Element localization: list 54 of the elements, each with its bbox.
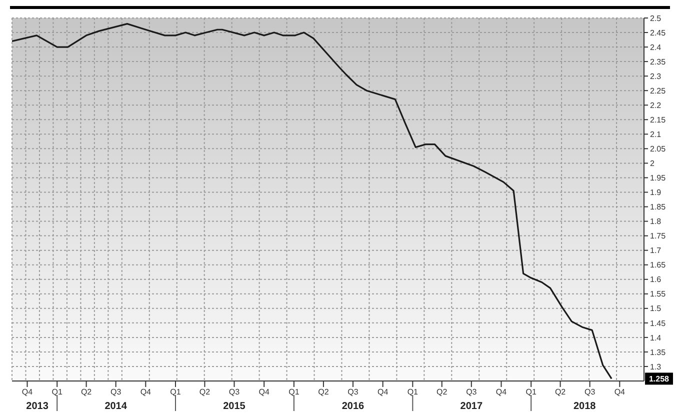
y-tick-label: 1.75 <box>650 232 666 241</box>
y-tick-label: 1.8 <box>650 217 662 226</box>
x-tick-label: Q2 <box>199 388 211 397</box>
y-tick-label: 2.4 <box>650 42 662 52</box>
x2-tick-label: 2016 <box>342 401 365 412</box>
x-tick-label: Q4 <box>258 388 270 397</box>
y-tick-label: 2.2 <box>650 100 662 110</box>
y-tick-label: 1.85 <box>650 202 666 212</box>
y-tick-label: 2.1 <box>650 130 662 139</box>
y-tick-label: 1.4 <box>650 333 662 342</box>
x-tick-label: Q3 <box>228 388 240 397</box>
y-tick-label: 1.7 <box>650 246 662 256</box>
y-tick-label: 2.15 <box>650 115 666 124</box>
x-tick-label: Q3 <box>466 388 478 397</box>
y-tick-label: 1.5 <box>650 304 662 314</box>
y-tick-label: 2.3 <box>650 72 662 81</box>
x-tick-label: Q4 <box>22 388 34 397</box>
text: 1.258 <box>648 374 670 384</box>
x-tick-label: Q1 <box>526 388 537 397</box>
x2-tick-label: 2015 <box>223 401 246 412</box>
y-tick-label: 1.35 <box>650 348 666 357</box>
x-tick-label: Q1 <box>52 388 63 397</box>
x-tick-label: Q3 <box>110 388 122 397</box>
x-tick-label: Q1 <box>288 388 300 397</box>
x2-tick-label: 2018 <box>574 401 596 412</box>
x-tick-label: Q1 <box>407 388 419 397</box>
y-tick-label: 1.3 <box>650 362 662 372</box>
x-tick-label: Q3 <box>348 388 359 397</box>
x2-tick-label: 2013 <box>26 401 49 412</box>
x-tick-label: Q2 <box>436 388 448 397</box>
y-tick-label: 2.5 <box>650 14 662 23</box>
y-tick-label: 1.55 <box>650 290 666 299</box>
x-tick-label: Q2 <box>80 388 92 397</box>
y-tick-label: 1.95 <box>650 174 666 183</box>
y-tick-label: 1.65 <box>650 260 666 270</box>
x-tick-label: Q2 <box>554 388 566 397</box>
y-tick-label: 1.6 <box>650 275 662 284</box>
x-tick-label: Q3 <box>584 388 596 397</box>
x-tick-label: Q2 <box>318 388 330 397</box>
y-tick-label: 2.25 <box>650 86 666 96</box>
y-tick-label: 2 <box>650 159 655 168</box>
y-tick-label: 1.9 <box>650 188 662 198</box>
y-tick-label: 1.45 <box>650 318 666 328</box>
y-tick-label: 2.45 <box>650 28 666 38</box>
y-tick-label: 2.35 <box>650 57 666 66</box>
x-tick-label: Q1 <box>170 388 182 397</box>
x-tick-label: Q4 <box>496 388 508 397</box>
x-tick-label: Q4 <box>614 388 626 397</box>
x2-tick-label: 2017 <box>460 401 483 412</box>
x2-tick-label: 2014 <box>104 401 128 412</box>
x-tick-label: Q4 <box>377 388 389 397</box>
y-tick-label: 2.05 <box>650 144 666 154</box>
line-series <box>12 23 612 380</box>
x-tick-label: Q4 <box>140 388 152 397</box>
